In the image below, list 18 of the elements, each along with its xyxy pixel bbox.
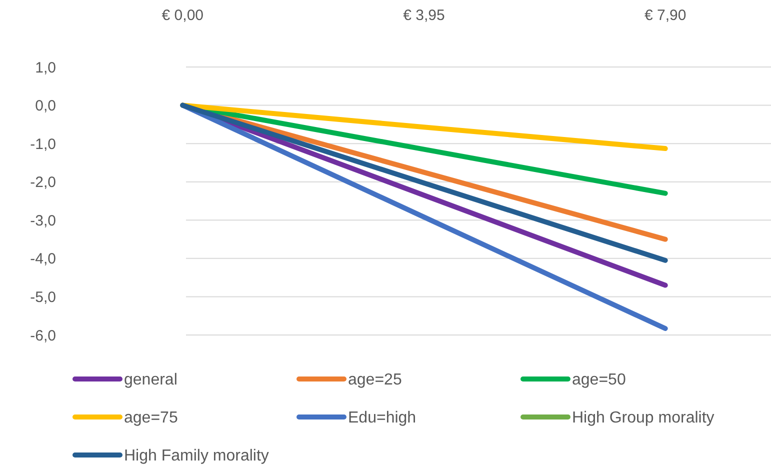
y-tick-label: -6,0 xyxy=(30,327,56,344)
legend-label: general xyxy=(124,372,178,389)
y-tick-label: -5,0 xyxy=(30,288,56,306)
y-tick-label: -3,0 xyxy=(30,212,56,230)
y-tick-label: 1,0 xyxy=(35,59,56,76)
legend-label: age=25 xyxy=(348,372,402,389)
y-tick-label: -1,0 xyxy=(30,136,56,153)
y-tick-label: -4,0 xyxy=(30,250,56,268)
y-tick-label: 0,0 xyxy=(35,98,56,115)
legend-label: Edu=high xyxy=(348,410,416,427)
x-tick-label: € 7,90 xyxy=(644,7,686,24)
y-tick-label: -2,0 xyxy=(30,174,56,192)
x-tick-label: € 3,95 xyxy=(403,7,445,24)
legend-label: High Group morality xyxy=(572,410,714,427)
legend-label: High Family morality xyxy=(124,448,269,465)
legend-label: age=75 xyxy=(124,410,178,427)
x-tick-label: € 0,00 xyxy=(162,7,204,24)
legend-label: age=50 xyxy=(572,372,626,389)
